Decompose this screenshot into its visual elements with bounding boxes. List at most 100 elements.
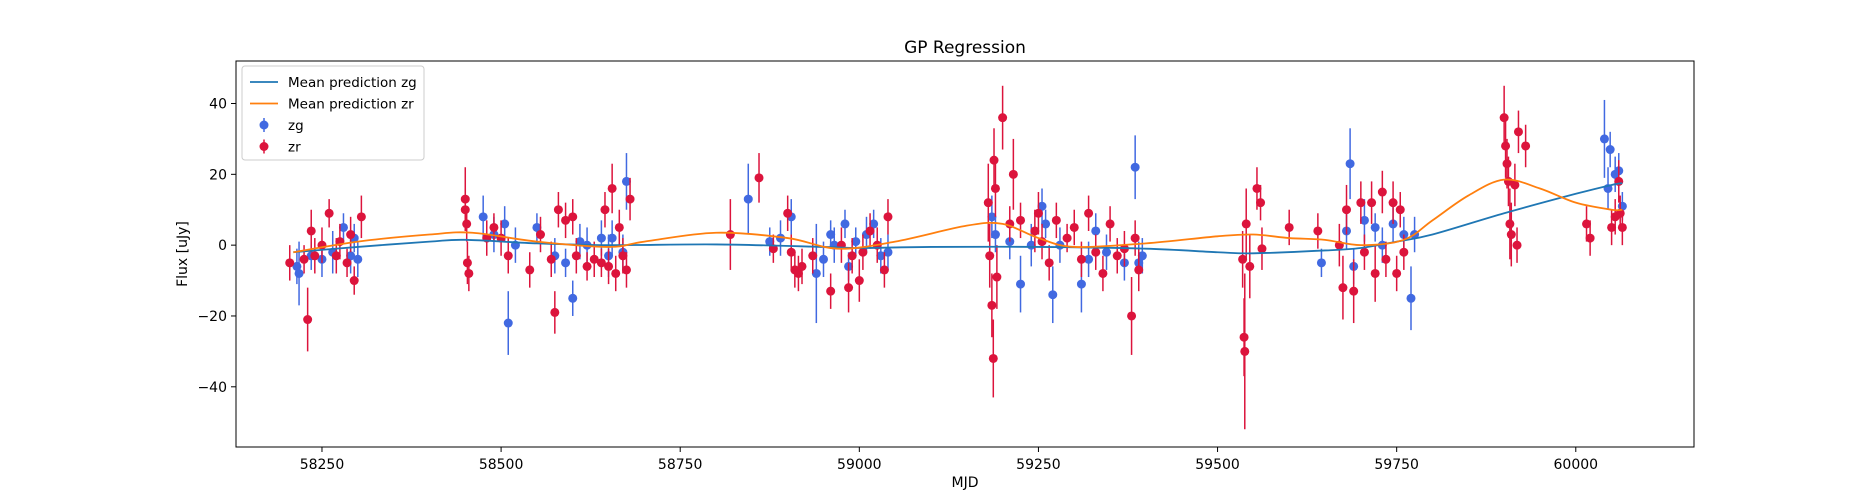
y-axis: −40 −20 0 20 40	[197, 96, 236, 396]
x-tick-label: 58500	[479, 457, 524, 473]
data-point	[1037, 201, 1047, 211]
data-point	[1130, 162, 1140, 172]
data-point	[865, 226, 875, 236]
data-point	[1399, 247, 1409, 257]
data-point	[754, 173, 764, 183]
y-tick-label: 0	[218, 238, 227, 254]
data-point	[596, 233, 606, 243]
data-point	[1098, 268, 1108, 278]
data-point	[611, 268, 621, 278]
data-point	[1030, 226, 1040, 236]
data-point	[596, 258, 606, 268]
data-point	[869, 219, 879, 229]
data-point	[808, 251, 818, 261]
data-point	[1370, 222, 1380, 232]
x-tick-label: 58250	[300, 457, 345, 473]
data-point	[1377, 187, 1387, 197]
data-point	[503, 251, 513, 261]
data-point	[1016, 215, 1026, 225]
data-point	[532, 222, 542, 232]
data-point	[1513, 127, 1523, 137]
legend-label: Mean prediction zg	[288, 75, 417, 91]
x-axis: 58250 58500 58750 59000 59250 59500 59750 60000	[300, 447, 1598, 473]
series-zg	[292, 99, 1627, 355]
data-point	[1349, 286, 1359, 296]
data-point	[1338, 283, 1348, 293]
data-point	[294, 268, 304, 278]
y-tick-label: −40	[197, 380, 227, 396]
data-point	[1127, 311, 1137, 321]
data-point	[989, 155, 999, 165]
data-point	[1137, 251, 1147, 261]
data-point	[1008, 169, 1018, 179]
data-point	[525, 265, 535, 275]
data-point	[990, 230, 1000, 240]
x-axis-label: MJD	[952, 475, 979, 491]
line-mean-prediction-zr	[293, 178, 1623, 254]
data-point	[353, 254, 363, 264]
data-point	[826, 286, 836, 296]
data-point	[1051, 215, 1061, 225]
legend: Mean prediction zg Mean prediction zr zg zr	[241, 65, 425, 161]
data-point	[535, 230, 545, 240]
data-point	[1091, 226, 1101, 236]
data-point	[1359, 247, 1369, 257]
data-point	[1499, 113, 1509, 123]
data-point	[840, 219, 850, 229]
data-point	[1033, 208, 1043, 218]
data-point	[346, 230, 356, 240]
data-point	[776, 233, 786, 243]
data-point	[1356, 198, 1366, 208]
data-point	[546, 254, 556, 264]
data-point	[883, 247, 893, 257]
line-layer	[293, 178, 1623, 255]
data-point	[550, 307, 560, 317]
x-tick-label: 60000	[1554, 457, 1599, 473]
data-point	[561, 215, 571, 225]
x-tick-label: 59250	[1016, 457, 1061, 473]
data-point	[1381, 254, 1391, 264]
data-point	[464, 268, 474, 278]
legend-marker-swatch	[259, 142, 269, 151]
data-point	[1041, 219, 1051, 229]
axes-frame	[235, 60, 1695, 448]
data-point	[1502, 159, 1512, 169]
line-mean-prediction-zg	[293, 182, 1623, 255]
data-point	[1392, 268, 1402, 278]
data-point	[1044, 258, 1054, 268]
data-point	[625, 194, 635, 204]
data-point	[987, 212, 997, 222]
data-point	[462, 219, 472, 229]
data-point	[1240, 346, 1250, 356]
data-point	[478, 212, 488, 222]
data-point	[568, 293, 578, 303]
data-point	[1406, 293, 1416, 303]
data-point	[500, 219, 510, 229]
data-point	[503, 318, 513, 328]
series-zr	[285, 85, 1627, 430]
data-point	[1257, 244, 1267, 254]
data-point	[1367, 198, 1377, 208]
y-tick-label: 40	[209, 96, 227, 112]
data-point	[1512, 240, 1522, 250]
data-point	[1241, 219, 1251, 229]
data-point	[582, 261, 592, 271]
data-point	[553, 205, 563, 215]
data-point	[1313, 226, 1323, 236]
data-point	[1605, 145, 1615, 155]
data-point	[1252, 183, 1262, 193]
data-point	[851, 237, 861, 247]
data-point	[568, 212, 578, 222]
data-point	[346, 251, 356, 261]
data-point	[1342, 205, 1352, 215]
data-point	[303, 315, 313, 325]
data-point	[1585, 233, 1595, 243]
data-point	[1501, 141, 1511, 151]
data-point	[1069, 222, 1079, 232]
data-point	[1105, 219, 1115, 229]
data-point	[1284, 222, 1294, 232]
data-point	[1102, 247, 1112, 257]
data-point	[1076, 279, 1086, 289]
data-point	[876, 251, 886, 261]
